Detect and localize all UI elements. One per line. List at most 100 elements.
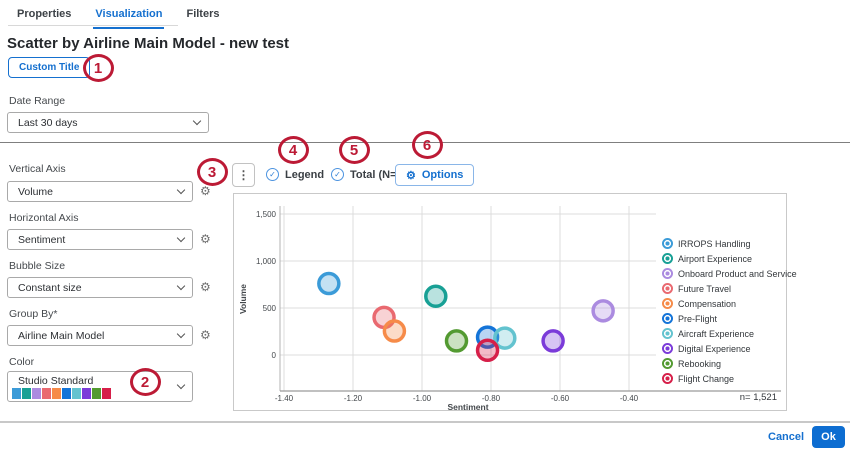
legend-item[interactable]: Digital Experience [662, 341, 797, 356]
bubble-airport-experience[interactable] [424, 284, 448, 308]
horizontal-axis-label: Horizontal Axis [9, 212, 79, 224]
bubble-irrops-handling[interactable] [317, 271, 341, 296]
legend-item-label: Compensation [678, 298, 737, 309]
legend-toggle-label: Legend [285, 168, 325, 181]
legend-marker-icon [662, 238, 673, 249]
bubble-onboard-product-and-service[interactable] [591, 299, 615, 323]
annotation-circle-6: 6 [411, 131, 443, 159]
tab-filters[interactable]: Filters [186, 8, 220, 20]
legend-marker-icon [662, 268, 673, 279]
legend-item[interactable]: Rebooking [662, 356, 797, 371]
group-by-select[interactable]: Airline Main Model [7, 325, 193, 346]
chart-tick-label: -0.60 [551, 394, 570, 403]
chart-panel: 0 500 1,000 1,500 -1.40 -1.20 -1.00 -0.80 -0.60 -… [233, 193, 797, 412]
date-range-select[interactable]: Last 30 days [7, 112, 209, 133]
color-swatch [42, 388, 51, 399]
legend-item[interactable]: Airport Experience [662, 251, 797, 266]
gear-icon[interactable]: ⚙ [200, 328, 211, 342]
bubble-compensation[interactable] [382, 319, 407, 343]
legend-item-label: Onboard Product and Service [678, 268, 797, 279]
legend-marker-icon [662, 283, 673, 294]
bubble-digital-experience[interactable] [541, 329, 565, 353]
annotation-circle-2: 2 [129, 368, 161, 396]
legend-marker-icon [662, 358, 673, 369]
chart-tick-label: 1,500 [256, 210, 277, 219]
horizontal-axis-select[interactable]: Sentiment [7, 229, 193, 250]
bubble-aircraft-experience[interactable] [493, 326, 517, 350]
options-button[interactable]: ⚙ Options [395, 164, 475, 186]
gear-icon[interactable]: ⚙ [200, 232, 211, 246]
vertical-axis-value: Volume [18, 185, 54, 198]
color-swatch [62, 388, 71, 399]
legend-item[interactable]: IRROPS Handling [662, 236, 797, 251]
tab-properties[interactable]: Properties [17, 8, 72, 20]
vertical-axis-select[interactable]: Volume [7, 181, 193, 202]
check-circle-icon: ✓ [331, 168, 344, 181]
legend-item[interactable]: Aircraft Experience [662, 326, 797, 341]
chevron-down-icon [176, 185, 186, 195]
legend-item-label: Airport Experience [678, 253, 753, 264]
chart-tick-label: -1.00 [413, 394, 432, 403]
footer-divider [0, 421, 850, 423]
annotation-circle-1: 1 [82, 54, 114, 82]
color-select[interactable]: Studio Standard [7, 371, 193, 402]
gear-icon: ⚙ [406, 169, 416, 182]
chevron-down-icon [176, 233, 186, 243]
chart-tick-label: 0 [272, 351, 277, 360]
bubble-rebooking[interactable] [444, 329, 469, 353]
gear-icon[interactable]: ⚙ [200, 184, 211, 198]
chart-tick-label: -0.40 [620, 394, 639, 403]
legend-item[interactable]: Onboard Product and Service [662, 266, 797, 281]
color-swatch [22, 388, 31, 399]
chart-tick-label: -0.80 [482, 394, 501, 403]
chart-legend: IRROPS Handling Airport Experience Onboard… [662, 236, 797, 386]
color-swatch [82, 388, 91, 399]
annotation-circle-4: 4 [277, 136, 309, 164]
x-axis-title: Sentiment [447, 402, 488, 410]
color-swatch [72, 388, 81, 399]
legend-marker-icon [662, 253, 673, 264]
bubble-size-select[interactable]: Constant size [7, 277, 193, 298]
group-by-value: Airline Main Model [18, 329, 105, 342]
date-range-value: Last 30 days [18, 116, 78, 129]
chart-tick-label: 1,000 [256, 257, 277, 266]
legend-item-label: Rebooking [678, 358, 722, 369]
kebab-menu-button[interactable]: ⋮ [232, 163, 255, 187]
sample-size-label: n= 1,521 [739, 392, 777, 403]
kebab-icon: ⋮ [237, 168, 250, 182]
page-title: Scatter by Airline Main Model - new test [7, 35, 289, 52]
vertical-axis-label: Vertical Axis [9, 163, 66, 175]
color-swatch [32, 388, 41, 399]
ok-button[interactable]: Ok [812, 426, 845, 448]
legend-item[interactable]: Compensation [662, 296, 797, 311]
total-toggle[interactable]: ✓ Total (N=) [331, 168, 400, 181]
options-button-label: Options [421, 169, 464, 181]
chevron-down-icon [176, 281, 186, 291]
cancel-button[interactable]: Cancel [768, 431, 805, 443]
legend-item-label: Future Travel [678, 283, 732, 294]
legend-marker-icon [662, 343, 673, 354]
color-swatch [52, 388, 61, 399]
legend-item[interactable]: Flight Change [662, 371, 797, 386]
chevron-down-icon [176, 380, 186, 390]
total-toggle-label: Total (N=) [350, 168, 401, 181]
bubble-flight-change[interactable] [475, 338, 500, 363]
color-value: Studio Standard [18, 375, 94, 387]
legend-marker-icon [662, 298, 673, 309]
color-palette-preview [12, 388, 111, 399]
custom-title-button[interactable]: Custom Title [8, 57, 91, 78]
tab-visualization[interactable]: Visualization [93, 5, 165, 29]
legend-item[interactable]: Future Travel [662, 281, 797, 296]
legend-item-label: Pre-Flight [678, 313, 718, 324]
legend-toggle[interactable]: ✓ Legend [266, 168, 324, 181]
bubble-size-label: Bubble Size [9, 260, 66, 272]
tab-bar-divider [8, 25, 178, 26]
group-by-label: Group By* [9, 308, 58, 320]
bubble-size-value: Constant size [18, 281, 82, 294]
check-circle-icon: ✓ [266, 168, 279, 181]
gear-icon[interactable]: ⚙ [200, 280, 211, 294]
scatter-chart: 0 500 1,000 1,500 -1.40 -1.20 -1.00 -0.80 -0.60 -… [238, 206, 781, 412]
color-swatch [12, 388, 21, 399]
legend-item[interactable]: Pre-Flight [662, 311, 797, 326]
date-range-label: Date Range [9, 95, 66, 107]
